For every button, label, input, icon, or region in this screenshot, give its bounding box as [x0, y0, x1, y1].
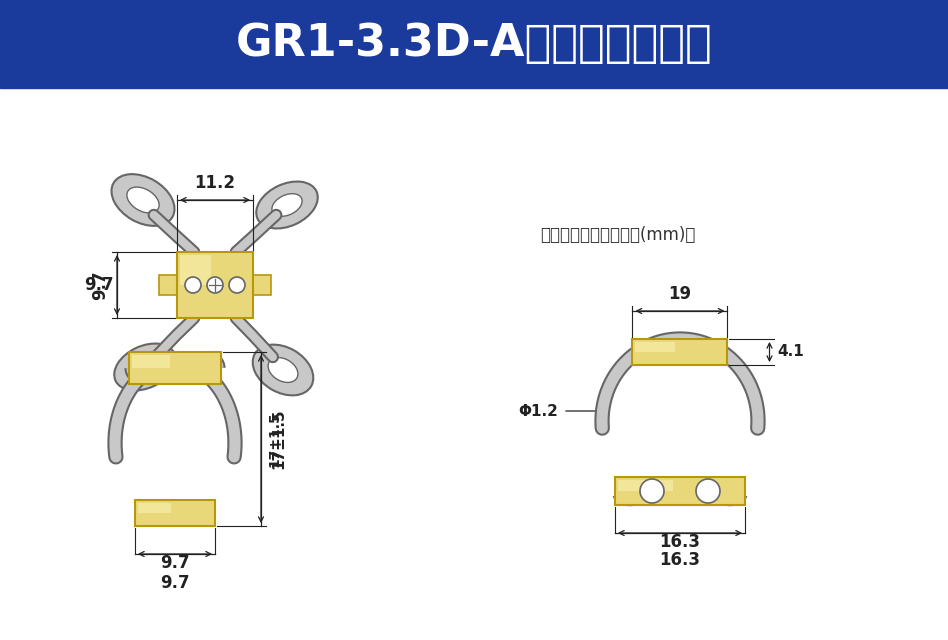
Bar: [253, 275, 271, 295]
Bar: [159, 275, 177, 295]
Bar: [177, 252, 253, 318]
Text: 4.1: 4.1: [777, 344, 804, 360]
Bar: [0, 0, 948, 88]
Bar: [135, 500, 215, 526]
Text: 19: 19: [668, 285, 691, 303]
Ellipse shape: [115, 344, 175, 390]
Ellipse shape: [112, 174, 174, 226]
Polygon shape: [635, 342, 675, 352]
Ellipse shape: [268, 358, 298, 383]
Text: 9.7: 9.7: [160, 574, 190, 592]
Text: 16.3: 16.3: [660, 533, 701, 551]
Ellipse shape: [127, 187, 159, 213]
Bar: [632, 339, 727, 365]
Polygon shape: [180, 255, 211, 285]
Circle shape: [640, 479, 664, 503]
Text: 11.2: 11.2: [194, 174, 235, 192]
Bar: [615, 477, 745, 505]
Text: 17±1.5: 17±1.5: [267, 411, 281, 467]
Ellipse shape: [130, 356, 160, 378]
Text: 17±1.5: 17±1.5: [271, 409, 286, 469]
Text: Φ1.2: Φ1.2: [519, 403, 558, 419]
Circle shape: [185, 277, 201, 293]
Ellipse shape: [256, 182, 318, 228]
Polygon shape: [132, 355, 171, 368]
Text: 注：所有尺寸均为毫米(mm)。: 注：所有尺寸均为毫米(mm)。: [540, 226, 696, 244]
Circle shape: [696, 479, 720, 503]
Polygon shape: [618, 480, 673, 491]
Bar: [129, 352, 221, 384]
Text: 16.3: 16.3: [660, 551, 701, 569]
Text: 9.7: 9.7: [84, 276, 114, 294]
Text: 9.7: 9.7: [91, 270, 109, 300]
Circle shape: [207, 277, 223, 293]
Polygon shape: [138, 503, 171, 513]
Ellipse shape: [272, 194, 302, 216]
Text: GR1-3.3D-A产品结构示意图: GR1-3.3D-A产品结构示意图: [236, 22, 712, 65]
Circle shape: [229, 277, 245, 293]
Ellipse shape: [253, 344, 313, 396]
Text: 9.7: 9.7: [160, 554, 190, 572]
